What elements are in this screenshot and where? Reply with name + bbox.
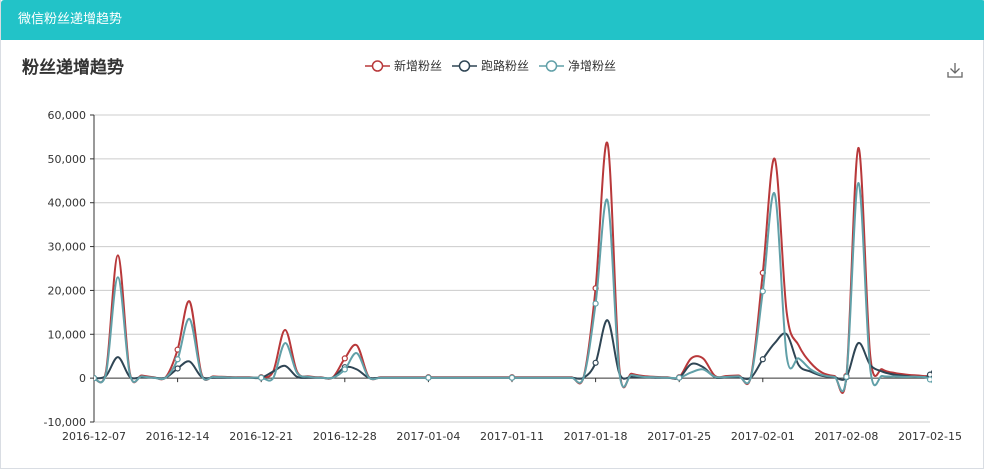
data-point[interactable] [592,300,599,307]
data-point[interactable] [92,375,98,382]
data-point[interactable] [592,359,599,366]
legend-label-lost-fans: 跑路粉丝 [481,59,530,73]
grid-lines [94,114,930,423]
chart-title: 粉丝递增趋势 [22,58,124,78]
line-chart: -10,000 0 10,000 20,000 30,000 40,000 50,000 60… [44,109,962,443]
download-icon [947,63,963,78]
data-point[interactable] [174,356,181,363]
legend-swatch-new-fans [365,60,390,72]
legend-item-lost-fans[interactable]: 跑路粉丝 [452,59,529,73]
x-tick-labels: 2016-12-07 2016-12-14 2016-12-21 2016-12-28… [62,430,962,443]
x-tick-label: 2016-12-14 [146,430,210,443]
data-point[interactable] [508,374,516,381]
panel-header: 微信粉丝递增趋势 [1,0,984,40]
legend-item-net-fans[interactable]: 净增粉丝 [539,59,616,73]
data-point[interactable] [676,374,683,381]
data-point[interactable] [759,288,766,295]
data-point[interactable] [341,355,348,362]
y-tick-label: -10,000 [44,416,86,429]
chart-legend: 新增粉丝 跑路粉丝 净增粉丝 [365,57,626,75]
data-point[interactable] [843,373,850,380]
data-point[interactable] [759,356,766,363]
y-tick-label: 0 [79,372,86,385]
series-lines [92,141,933,394]
panel-header-title: 微信粉丝递增趋势 [18,12,123,27]
y-tick-labels: -10,000 0 10,000 20,000 30,000 40,000 50,000 60… [44,109,86,429]
x-tick-label: 2016-12-28 [313,430,377,443]
series-line-3 [94,181,932,393]
y-tick-label: 60,000 [48,109,87,122]
x-tick-label: 2017-01-04 [396,430,460,443]
x-tick-label: 2017-02-08 [814,430,878,443]
x-tick-label: 2017-02-01 [731,430,795,443]
data-point[interactable] [425,374,432,381]
y-tick-label: 30,000 [48,241,87,254]
y-tick-label: 50,000 [48,153,87,166]
x-tick-label: 2017-01-18 [564,430,628,443]
data-point[interactable] [926,376,933,383]
legend-label-new-fans: 新增粉丝 [394,59,443,73]
x-tick-label: 2017-02-15 [898,430,962,443]
y-tick-label: 10,000 [48,328,87,341]
legend-item-new-fans[interactable]: 新增粉丝 [365,59,442,73]
y-tick-label: 20,000 [48,284,87,297]
legend-swatch-lost-fans [452,60,478,72]
legend-label-net-fans: 净增粉丝 [568,59,617,73]
data-point[interactable] [258,374,265,381]
download-button[interactable] [945,60,965,80]
data-point[interactable] [174,365,181,372]
x-tick-label: 2017-01-25 [647,430,711,443]
y-tick-label: 40,000 [48,197,87,210]
legend-swatch-net-fans [539,60,565,72]
data-point[interactable] [341,366,348,373]
x-tick-label: 2017-01-11 [480,430,544,443]
series-line-1 [94,141,932,394]
x-tick-label: 2016-12-21 [229,430,293,443]
x-tick-label: 2016-12-07 [62,430,126,443]
